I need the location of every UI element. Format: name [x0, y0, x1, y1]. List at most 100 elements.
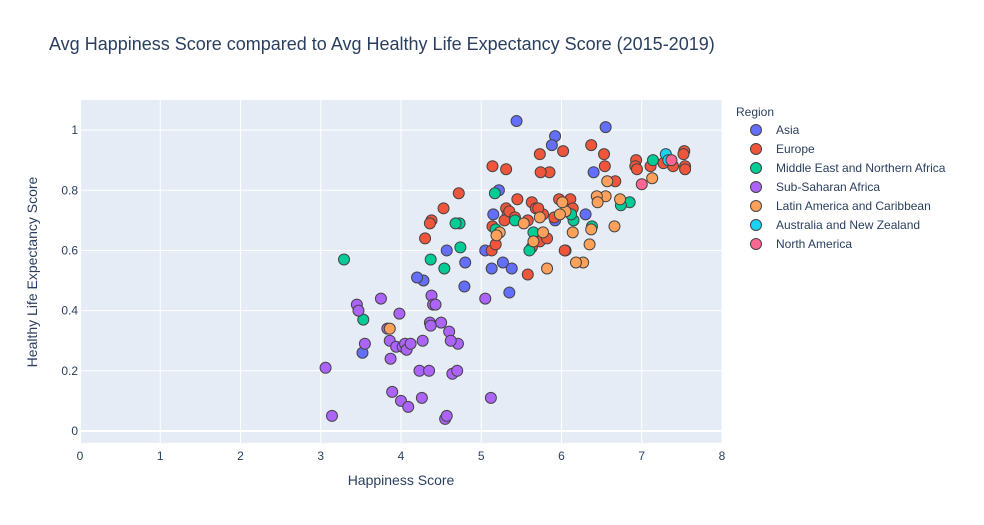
x-tick-label: 0 [77, 449, 84, 463]
data-point [646, 154, 659, 167]
y-axis-ticks: 0 0.2 0.4 0.6 0.8 1 [61, 123, 78, 438]
data-point [556, 196, 569, 209]
data-point [545, 139, 558, 152]
data-point [383, 322, 396, 335]
data-point [614, 193, 627, 206]
x-tick-label: 2 [237, 449, 244, 463]
data-point [537, 226, 550, 239]
data-point [598, 148, 611, 161]
x-tick-label: 5 [478, 449, 485, 463]
data-point [665, 154, 678, 167]
data-point [505, 262, 518, 275]
data-point [486, 160, 499, 173]
y-tick-label: 0.8 [61, 183, 78, 197]
data-point [454, 241, 467, 254]
series-north-america [635, 154, 678, 191]
legend-item[interactable]: Asia [750, 123, 800, 137]
data-point [569, 256, 582, 269]
data-point [424, 253, 437, 266]
legend-marker-icon [750, 200, 762, 212]
y-tick-label: 1 [71, 123, 78, 137]
data-point [484, 391, 497, 404]
data-point [423, 217, 436, 230]
x-tick-label: 3 [317, 449, 324, 463]
data-point [608, 220, 621, 233]
data-point [527, 235, 540, 248]
x-axis-label: Happiness Score [348, 472, 455, 488]
legend-label: Australia and New Zealand [776, 218, 920, 232]
data-point [583, 238, 596, 251]
y-tick-label: 0 [71, 424, 78, 438]
data-point [566, 226, 579, 239]
data-point [338, 253, 351, 266]
data-point [646, 172, 659, 185]
data-point [511, 193, 524, 206]
data-point [533, 148, 546, 161]
data-point [487, 208, 500, 221]
data-point [585, 139, 598, 152]
data-point [557, 145, 570, 158]
data-point [587, 166, 600, 179]
legend-item[interactable]: Europe [750, 142, 816, 156]
data-point [488, 187, 501, 200]
data-point [521, 268, 534, 281]
data-point [435, 316, 448, 329]
legend-marker-icon [750, 238, 762, 250]
y-tick-label: 0.6 [61, 243, 78, 257]
data-point [458, 280, 471, 293]
data-point [424, 319, 437, 332]
data-point [440, 409, 453, 422]
data-point [419, 232, 432, 245]
data-point [429, 298, 442, 311]
series-sub-saharan-africa [319, 289, 497, 425]
legend-item[interactable]: Latin America and Caribbean [750, 199, 931, 213]
data-point [485, 262, 498, 275]
data-point [679, 163, 692, 176]
data-point [479, 292, 492, 305]
data-point [393, 307, 406, 320]
data-point [496, 256, 509, 269]
legend-item[interactable]: North America [750, 237, 853, 251]
data-point [517, 217, 530, 230]
data-point [423, 364, 436, 377]
data-point [444, 334, 457, 347]
chart-title: Avg Happiness Score compared to Avg Heal… [49, 34, 715, 54]
legend-label: Asia [776, 123, 800, 137]
data-point [677, 148, 690, 161]
legend-item[interactable]: Sub-Saharan Africa [750, 180, 881, 194]
data-point [404, 337, 417, 350]
data-point [630, 163, 643, 176]
data-point [451, 364, 464, 377]
data-point [635, 178, 648, 191]
data-point [319, 361, 332, 374]
legend-title: Region [736, 105, 774, 119]
legend-label: Latin America and Caribbean [776, 199, 931, 213]
data-point [534, 166, 547, 179]
legend-marker-icon [750, 143, 762, 155]
data-point [553, 208, 566, 221]
legend-item[interactable]: Australia and New Zealand [750, 218, 921, 232]
legend-label: Sub-Saharan Africa [776, 180, 880, 194]
data-point [533, 211, 546, 224]
data-point [437, 202, 450, 215]
data-point [500, 163, 513, 176]
data-point [325, 409, 338, 422]
x-tick-label: 1 [157, 449, 164, 463]
x-tick-label: 4 [398, 449, 405, 463]
data-point [558, 244, 571, 257]
data-point [601, 175, 614, 188]
data-point [352, 304, 365, 317]
legend-item[interactable]: Middle East and Northern Africa [750, 161, 946, 175]
data-point [438, 262, 451, 275]
data-point [449, 217, 462, 230]
x-axis-ticks: 0 1 2 3 4 5 6 7 8 [77, 449, 726, 463]
data-point [416, 334, 429, 347]
legend-label: Europe [776, 142, 815, 156]
data-point [415, 391, 428, 404]
data-point [591, 196, 604, 209]
data-point [411, 271, 424, 284]
data-point [402, 400, 415, 413]
data-point [598, 160, 611, 173]
y-tick-label: 0.4 [61, 304, 78, 318]
y-axis-label: Healthy Life Expectancy Score [24, 176, 40, 367]
